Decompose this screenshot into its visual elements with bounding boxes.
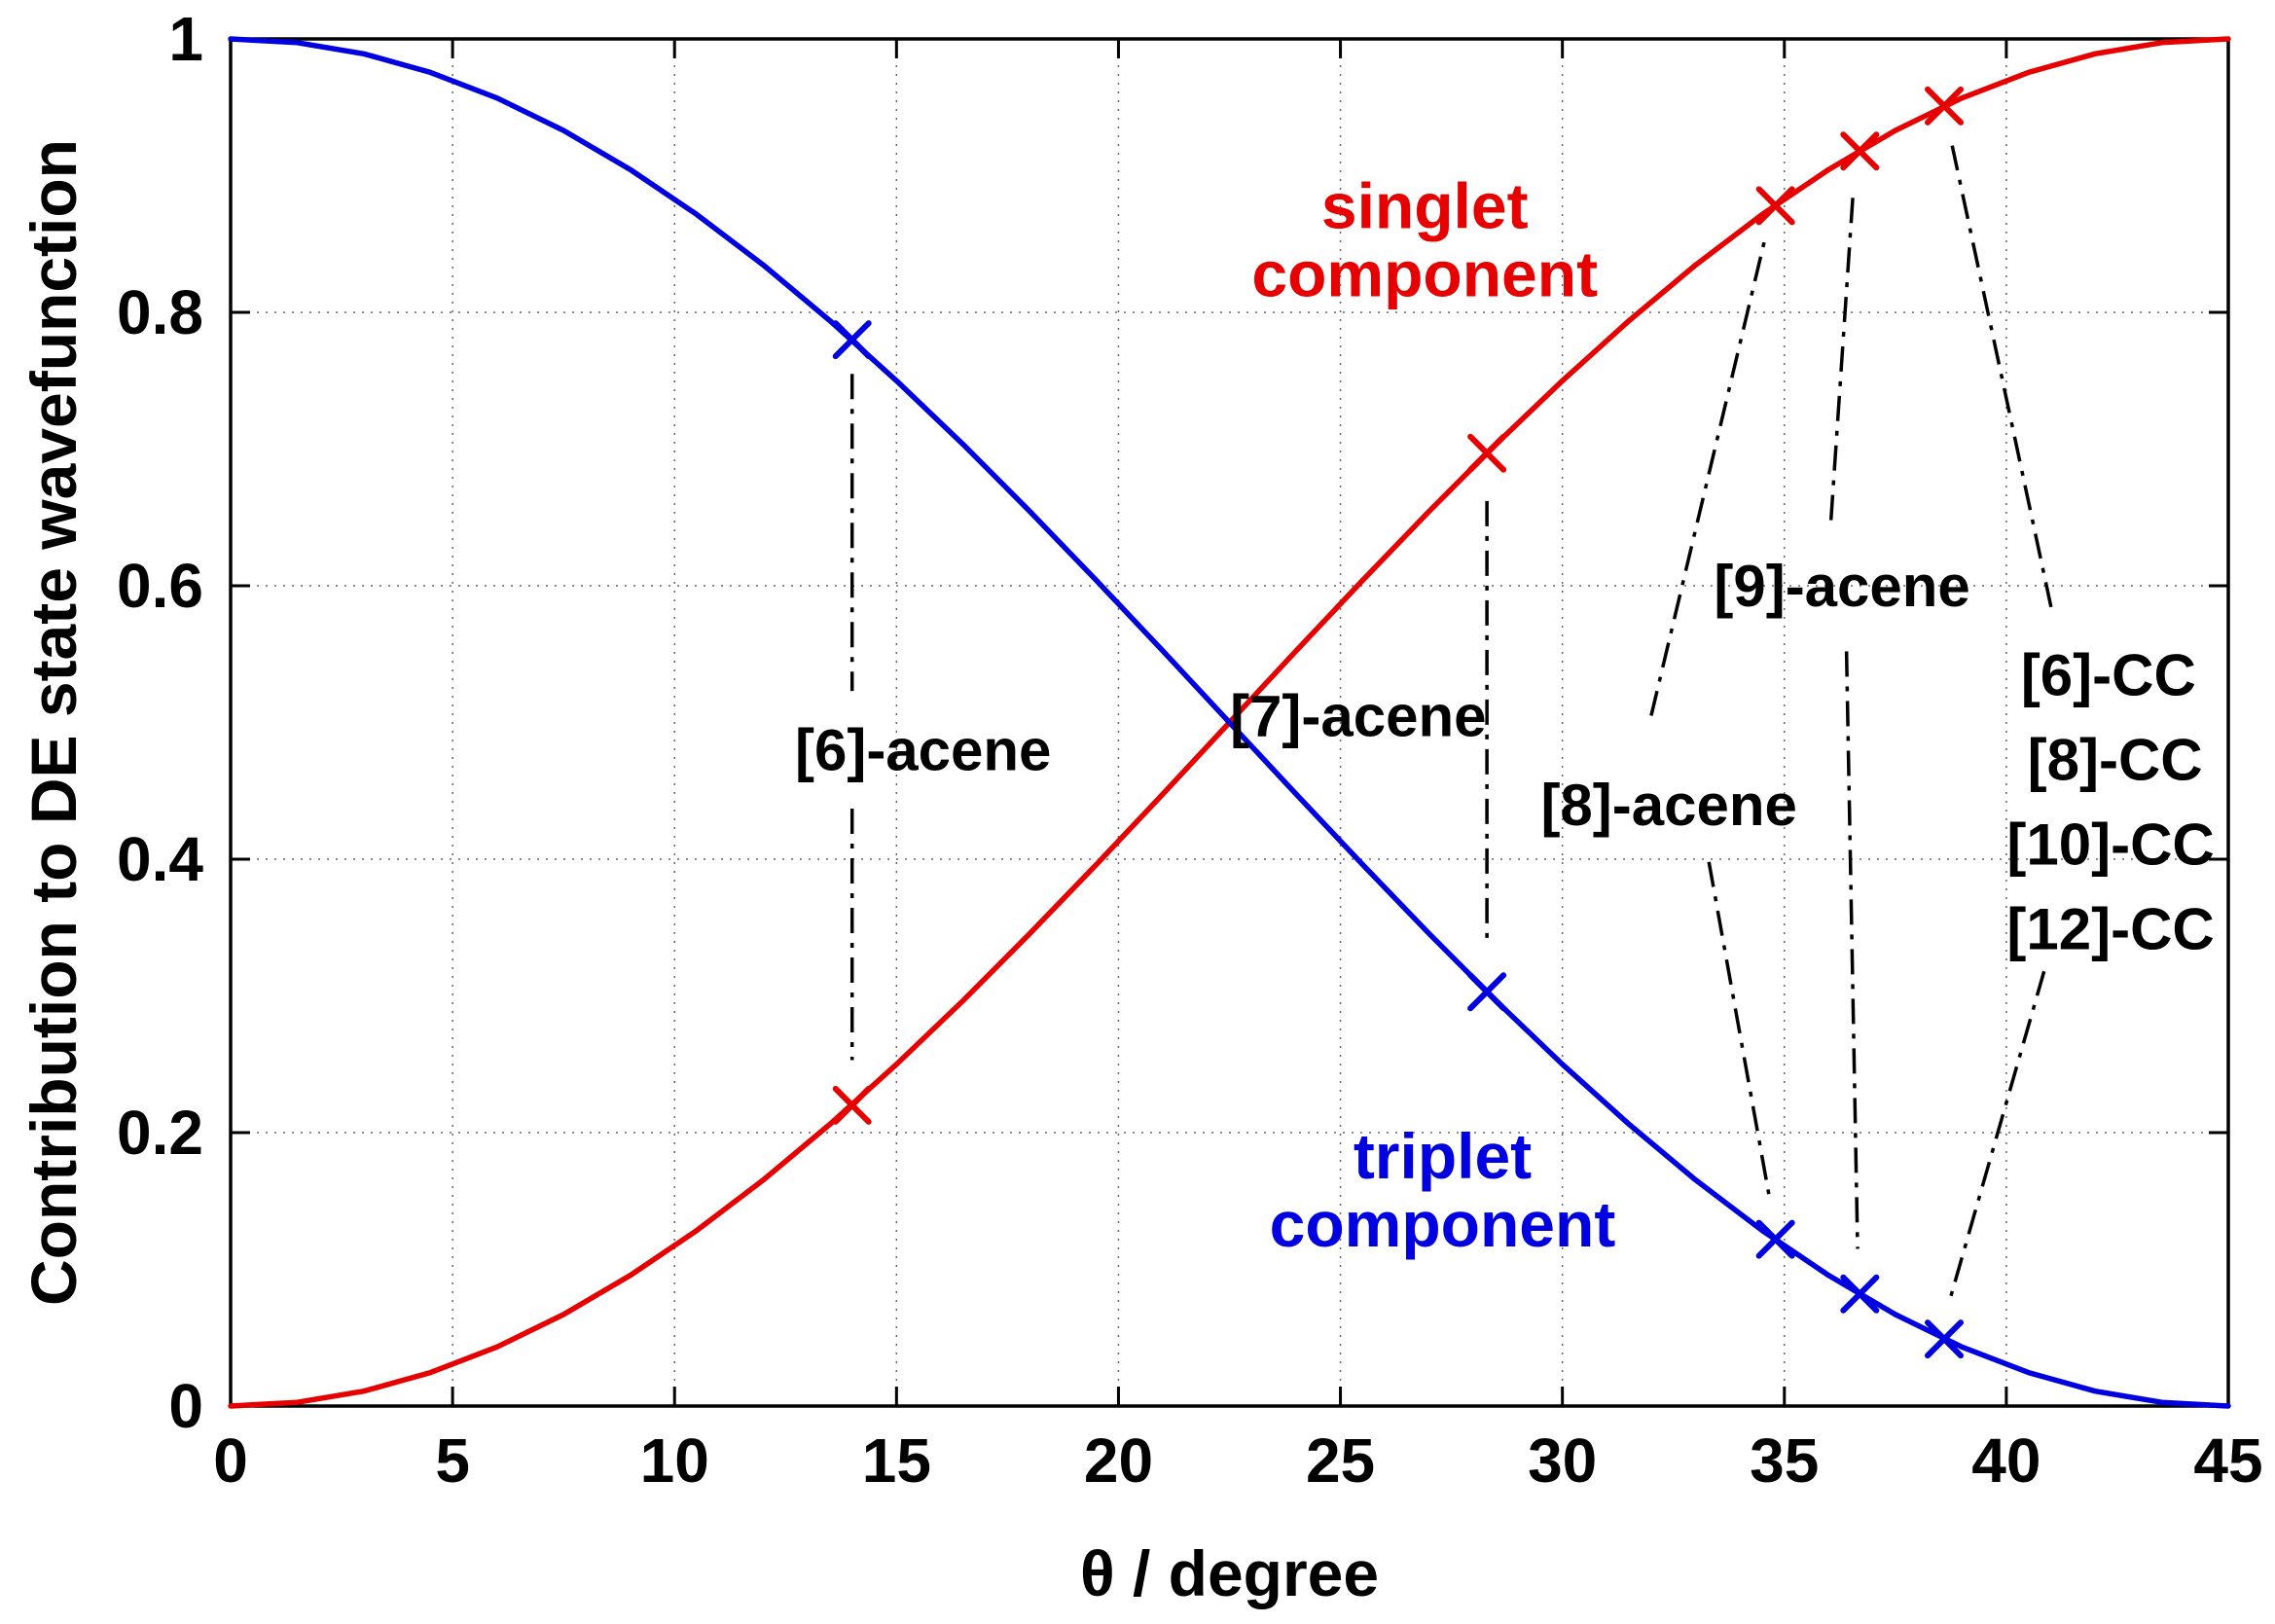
y-tick-label: 0.6 (117, 551, 203, 621)
x-tick-label: 15 (862, 1426, 931, 1496)
triplet-marker (1467, 972, 1507, 1012)
annotation-connector (1828, 192, 1856, 521)
triplet-marker (1755, 1219, 1795, 1259)
annotation-label: [6]-CC (2021, 642, 2196, 707)
singlet-marker (1755, 186, 1795, 226)
x-tick-label: 5 (435, 1426, 470, 1496)
singlet-marker (1840, 131, 1880, 171)
triplet-marker (1925, 1319, 1965, 1359)
annotation-connector (1950, 145, 2055, 617)
triplet-marker (1840, 1274, 1880, 1314)
y-tick-label: 0.4 (117, 824, 203, 894)
singlet-marker (832, 1085, 872, 1125)
annotation-label: [10]-CC (2006, 812, 2214, 878)
annotation-connector (1844, 651, 1860, 1249)
x-tick-label: 40 (1971, 1426, 2040, 1496)
triplet-marker (832, 320, 872, 360)
annotation-label: [8]-acene (1540, 773, 1796, 838)
y-tick-label: 0.2 (117, 1098, 203, 1168)
y-tick-label: 0.8 (117, 277, 203, 347)
annotation-label: [9]-acene (1714, 554, 1969, 619)
annotation-label: [8]-CC (2028, 727, 2203, 792)
series-label-singlet: singlet (1321, 169, 1529, 241)
annotation-connector (1948, 970, 2046, 1300)
x-tick-label: 10 (640, 1426, 709, 1496)
series-label-triplet: triplet (1354, 1120, 1532, 1192)
series-label-singlet: component (1251, 238, 1598, 310)
y-axis-label: Contribution to DE state wavefunction (18, 139, 90, 1306)
annotation-connector (1649, 240, 1766, 716)
annotation-label: [7]-acene (1230, 683, 1486, 748)
y-tick-label: 0 (168, 1371, 203, 1441)
annotation-connector (1707, 861, 1771, 1195)
singlet-marker (1467, 433, 1507, 473)
x-tick-label: 20 (1084, 1426, 1153, 1496)
singlet-marker (1925, 86, 1965, 126)
annotation-label: [6]-acene (795, 718, 1051, 783)
annotation-label: [12]-CC (2006, 897, 2214, 962)
series-label-triplet: component (1270, 1188, 1616, 1260)
plot-border (229, 37, 2230, 1408)
triplet-curve (228, 36, 2231, 1409)
x-tick-label: 0 (213, 1426, 248, 1496)
x-tick-label: 45 (2193, 1426, 2262, 1496)
x-tick-label: 25 (1306, 1426, 1375, 1496)
y-tick-label: 1 (168, 4, 203, 74)
x-axis-label: θ / degree (1080, 1537, 1379, 1609)
x-tick-label: 30 (1528, 1426, 1597, 1496)
x-tick-label: 35 (1750, 1426, 1819, 1496)
